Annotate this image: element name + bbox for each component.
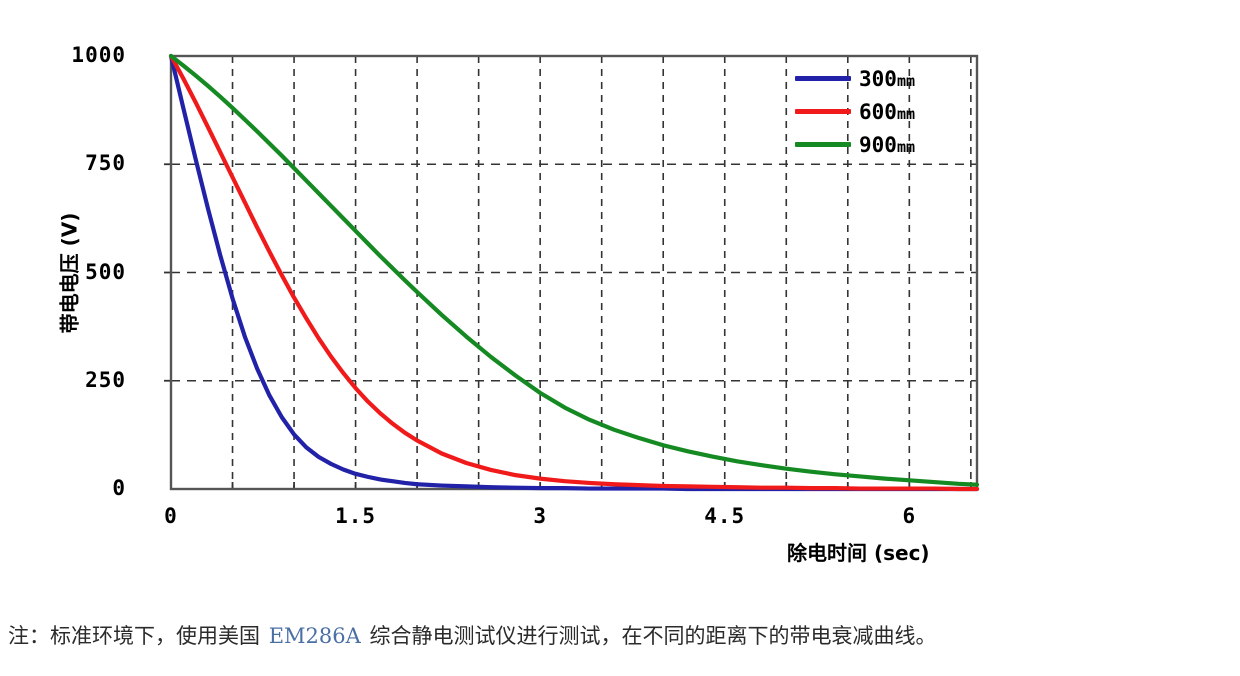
x-axis-tick-label: 1.5 — [335, 504, 377, 528]
legend-item: 600mm — [795, 95, 975, 128]
caption-after: 综合静电测试仪进行测试，在不同的距离下的带电衰减曲线。 — [369, 624, 937, 648]
x-axis-tick-label: 4.5 — [704, 504, 746, 528]
legend-item: 900mm — [795, 128, 975, 161]
y-axis-tick-label: 500 — [85, 259, 126, 284]
caption-before: 注：标准环境下，使用美国 — [8, 624, 260, 648]
x-axis-tick-label: 3 — [533, 504, 547, 528]
legend-swatch-600mm — [795, 109, 851, 114]
figure-caption: 注：标准环境下，使用美国 EM286A 综合静电测试仪进行测试，在不同的距离下的… — [8, 622, 1238, 650]
legend-label-300mm: 300mm — [859, 66, 915, 91]
y-axis-tick-label: 0 — [112, 476, 126, 500]
x-axis-title: 除电时间 (sec) — [787, 541, 930, 565]
legend-item: 300mm — [795, 62, 975, 95]
chart-figure: 带电电压 (V) 0 250 500 750 1000 0 1.5 3 4.5 … — [58, 43, 980, 565]
x-axis-tick-label: 6 — [902, 504, 917, 528]
chart-legend: 300mm 600mm 900mm — [795, 62, 975, 161]
legend-label-600mm: 600mm — [859, 99, 915, 124]
y-axis-tick-label: 1000 — [71, 43, 126, 67]
y-axis-tick-label: 750 — [85, 151, 126, 176]
caption-model-name: EM286A — [268, 624, 361, 648]
y-axis-tick-label: 250 — [85, 367, 126, 392]
legend-label-900mm: 900mm — [859, 132, 915, 157]
x-axis-tick-label: 0 — [164, 504, 178, 528]
legend-swatch-300mm — [795, 76, 851, 81]
plot-area — [164, 53, 980, 492]
legend-swatch-900mm — [795, 142, 851, 147]
